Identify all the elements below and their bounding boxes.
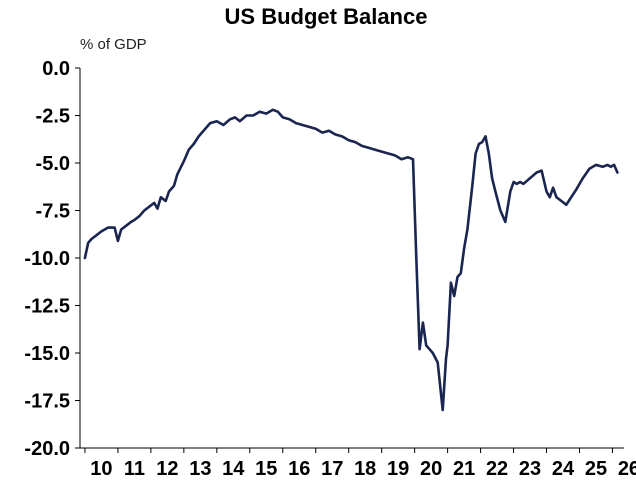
x-tick-label: 20 xyxy=(420,458,442,480)
x-tick-label: 15 xyxy=(255,458,277,480)
x-tick-label: 25 xyxy=(585,458,607,480)
y-tick-label: -12.5 xyxy=(24,296,70,318)
x-ticks: 10 11 12 13 14 15 16 17 18 19 20 21 22 23 24 25 26 xyxy=(84,448,636,480)
x-tick-label: 17 xyxy=(321,458,343,480)
y-tick-label: -7.5 xyxy=(36,201,70,223)
y-tick-label: -5.0 xyxy=(36,153,70,175)
budget-balance-line xyxy=(83,108,619,412)
y-ticks: 0.0 -2.5 -5.0 -7.5 -10.0 -12.5 -15.0 -17.5 -20.0 xyxy=(24,58,80,460)
x-tick-label: 19 xyxy=(387,458,409,480)
x-tick-label: 18 xyxy=(354,458,376,480)
y-tick-label: -10.0 xyxy=(24,248,70,270)
x-tick-label: 23 xyxy=(519,458,541,480)
x-tick-label: 14 xyxy=(222,458,245,480)
x-tick-label: 24 xyxy=(552,458,575,480)
x-tick-label: 16 xyxy=(288,458,310,480)
x-tick-label: 11 xyxy=(124,458,145,480)
x-tick-label: 10 xyxy=(90,458,112,480)
x-tick-label: 21 xyxy=(453,458,475,480)
x-tick-label: 22 xyxy=(486,458,508,480)
x-tick-label: 12 xyxy=(156,458,178,480)
x-tick-label: 13 xyxy=(189,458,211,480)
y-tick-label: -20.0 xyxy=(24,438,70,460)
chart-title: US Budget Balance xyxy=(225,4,428,29)
y-tick-label: 0.0 xyxy=(42,58,70,80)
y-tick-label: -17.5 xyxy=(24,391,70,413)
y-axis-label: % of GDP xyxy=(80,36,147,53)
x-tick-label: 26 xyxy=(618,458,636,480)
y-tick-label: -2.5 xyxy=(36,106,70,128)
y-tick-label: -15.0 xyxy=(24,343,70,365)
